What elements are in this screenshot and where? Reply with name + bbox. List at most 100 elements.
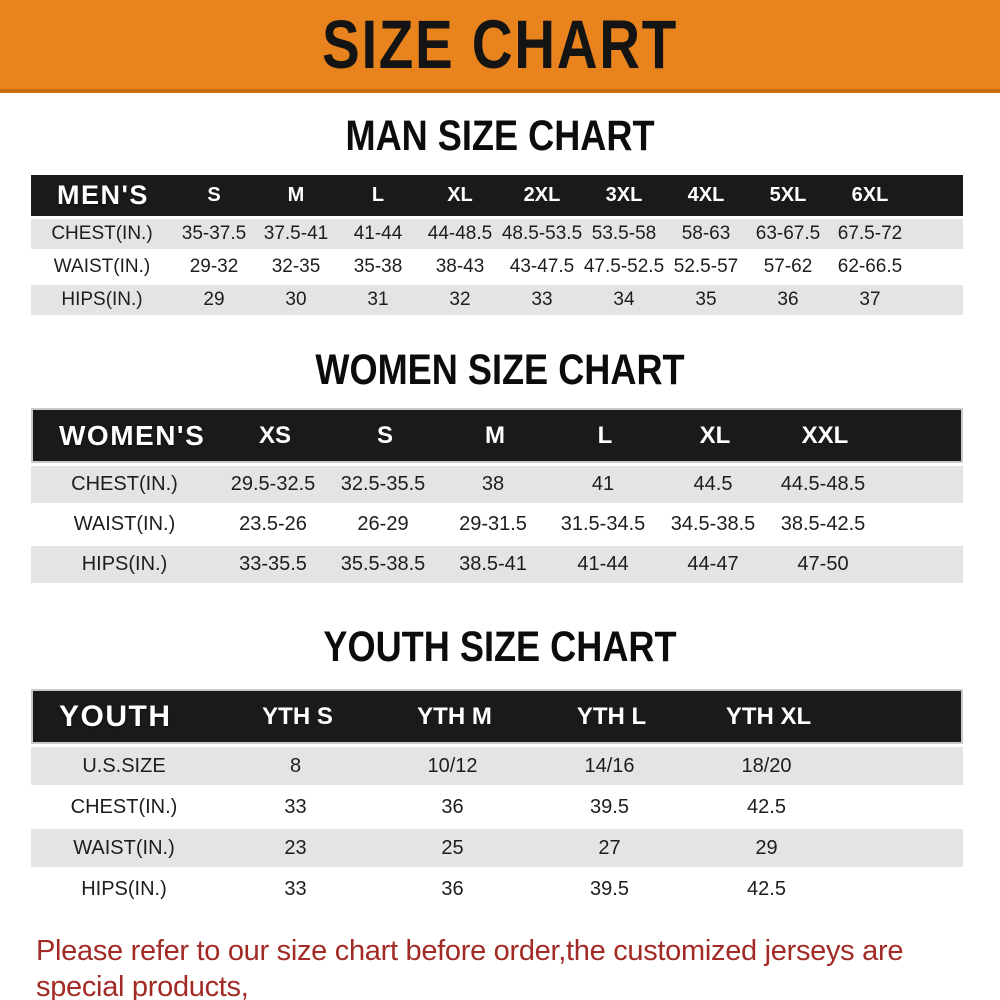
row-label: HIPS(IN.)	[81, 553, 168, 575]
row-label: CHEST(IN.)	[71, 473, 178, 495]
women-waist-row: WAIST(IN.) 23.5-26 26-29 29-31.5 31.5-34…	[31, 506, 963, 543]
women-section-title: WOMEN SIZE CHART	[315, 346, 685, 394]
cell: 36	[777, 289, 799, 310]
cell: 32-35	[271, 256, 321, 277]
cell: 23	[284, 836, 307, 859]
cell: 29	[203, 289, 225, 310]
cell: 33	[284, 795, 307, 818]
cell: 33-35.5	[239, 553, 307, 575]
cell: 27	[598, 836, 621, 859]
row-label: CHEST(IN.)	[70, 795, 178, 818]
cell: 44.5-48.5	[780, 473, 866, 495]
cell: 47-50	[797, 553, 849, 575]
page-title: SIZE CHART	[322, 6, 678, 83]
cell: 43-47.5	[509, 256, 575, 277]
cell: 32	[449, 289, 471, 310]
cell: 42.5	[747, 795, 786, 818]
cell: 10/12	[427, 754, 478, 777]
cell: 36	[441, 795, 464, 818]
cell: 53.5-58	[591, 223, 657, 244]
cell: 29-31.5	[459, 513, 527, 535]
men-col-header: 4XL	[687, 184, 725, 206]
women-table-header-row: WOMEN'S XS S M L XL XXL	[31, 408, 963, 463]
men-col-header: XL	[447, 184, 473, 206]
cell: 41	[591, 473, 615, 495]
row-label: CHEST(IN.)	[51, 223, 153, 244]
women-col-header: XL	[699, 421, 731, 449]
footer-note-line1: Please refer to our size chart before or…	[36, 935, 904, 1000]
women-col-header: M	[485, 421, 505, 449]
cell: 35-38	[353, 256, 403, 277]
youth-table-header-row: YOUTH YTH S YTH M YTH L YTH XL	[31, 689, 963, 744]
youth-col-header: YTH M	[417, 702, 492, 730]
cell: 29.5-32.5	[230, 473, 316, 495]
men-col-header: 2XL	[523, 184, 561, 206]
men-col-header: M	[287, 184, 305, 206]
cell: 42.5	[747, 877, 786, 900]
cell: 31.5-34.5	[560, 513, 646, 535]
row-label: HIPS(IN.)	[81, 877, 167, 900]
cell: 14/16	[584, 754, 635, 777]
man-section-title: MAN SIZE CHART	[345, 112, 655, 160]
youth-section-title: YOUTH SIZE CHART	[323, 623, 677, 671]
cell: 41-44	[577, 553, 629, 575]
cell: 52.5-57	[673, 256, 739, 277]
cell: 30	[285, 289, 307, 310]
cell: 44-47	[687, 553, 739, 575]
cell: 26-29	[357, 513, 409, 535]
women-col-header: L	[597, 421, 613, 449]
cell: 47.5-52.5	[583, 256, 665, 277]
men-col-header: S	[207, 184, 221, 206]
cell: 58-63	[681, 223, 731, 244]
women-col-header: S	[376, 421, 393, 449]
cell: 25	[441, 836, 464, 859]
men-col-header: 3XL	[605, 184, 643, 206]
men-chest-row: CHEST(IN.) 35-37.5 37.5-41 41-44 44-48.5…	[31, 219, 963, 249]
cell: 29-32	[189, 256, 239, 277]
youth-col-header: YTH L	[576, 702, 647, 730]
youth-col-header: YTH S	[262, 702, 333, 730]
cell: 34	[613, 289, 635, 310]
cell: 48.5-53.5	[501, 223, 583, 244]
men-col-header: 6XL	[851, 184, 889, 206]
cell: 38.5-42.5	[780, 513, 866, 535]
cell: 31	[367, 289, 389, 310]
women-table-header-label: WOMEN'S	[59, 419, 206, 451]
cell: 63-67.5	[755, 223, 821, 244]
cell: 29	[755, 836, 778, 859]
cell: 38	[481, 473, 505, 495]
cell: 37.5-41	[263, 223, 329, 244]
women-size-table: WOMEN'S XS S M L XL XXL CHEST(IN.) 29.5-…	[31, 408, 963, 583]
row-label: HIPS(IN.)	[61, 289, 143, 310]
footer-note: Please refer to our size chart before or…	[36, 933, 990, 1000]
youth-table-header-label: YOUTH	[59, 699, 172, 733]
row-label: WAIST(IN.)	[73, 836, 175, 859]
cell: 35-37.5	[181, 223, 247, 244]
cell: 39.5	[590, 795, 629, 818]
cell: 41-44	[353, 223, 403, 244]
cell: 35	[695, 289, 717, 310]
row-label: WAIST(IN.)	[73, 513, 176, 535]
row-label: U.S.SIZE	[82, 754, 166, 777]
cell: 38.5-41	[459, 553, 527, 575]
row-label: WAIST(IN.)	[53, 256, 151, 277]
men-col-header: L	[371, 184, 385, 206]
cell: 23.5-26	[239, 513, 307, 535]
women-col-header: XS	[258, 421, 291, 449]
cell: 33	[284, 877, 307, 900]
cell: 8	[289, 754, 302, 777]
youth-chest-row: CHEST(IN.) 33 36 39.5 42.5	[31, 788, 963, 826]
cell: 36	[441, 877, 464, 900]
men-waist-row: WAIST(IN.) 29-32 32-35 35-38 38-43 43-47…	[31, 252, 963, 282]
women-hips-row: HIPS(IN.) 33-35.5 35.5-38.5 38.5-41 41-4…	[31, 546, 963, 583]
youth-size-table: YOUTH YTH S YTH M YTH L YTH XL U.S.SIZE …	[31, 689, 963, 908]
men-col-header: 5XL	[769, 184, 807, 206]
men-table-header-label: MEN'S	[57, 180, 149, 210]
cell: 44-48.5	[427, 223, 493, 244]
cell: 57-62	[763, 256, 813, 277]
cell: 39.5	[590, 877, 629, 900]
cell: 37	[859, 289, 881, 310]
men-hips-row: HIPS(IN.) 29 30 31 32 33 34 35 36 37	[31, 285, 963, 315]
cell: 18/20	[741, 754, 792, 777]
women-chest-row: CHEST(IN.) 29.5-32.5 32.5-35.5 38 41 44.…	[31, 466, 963, 503]
